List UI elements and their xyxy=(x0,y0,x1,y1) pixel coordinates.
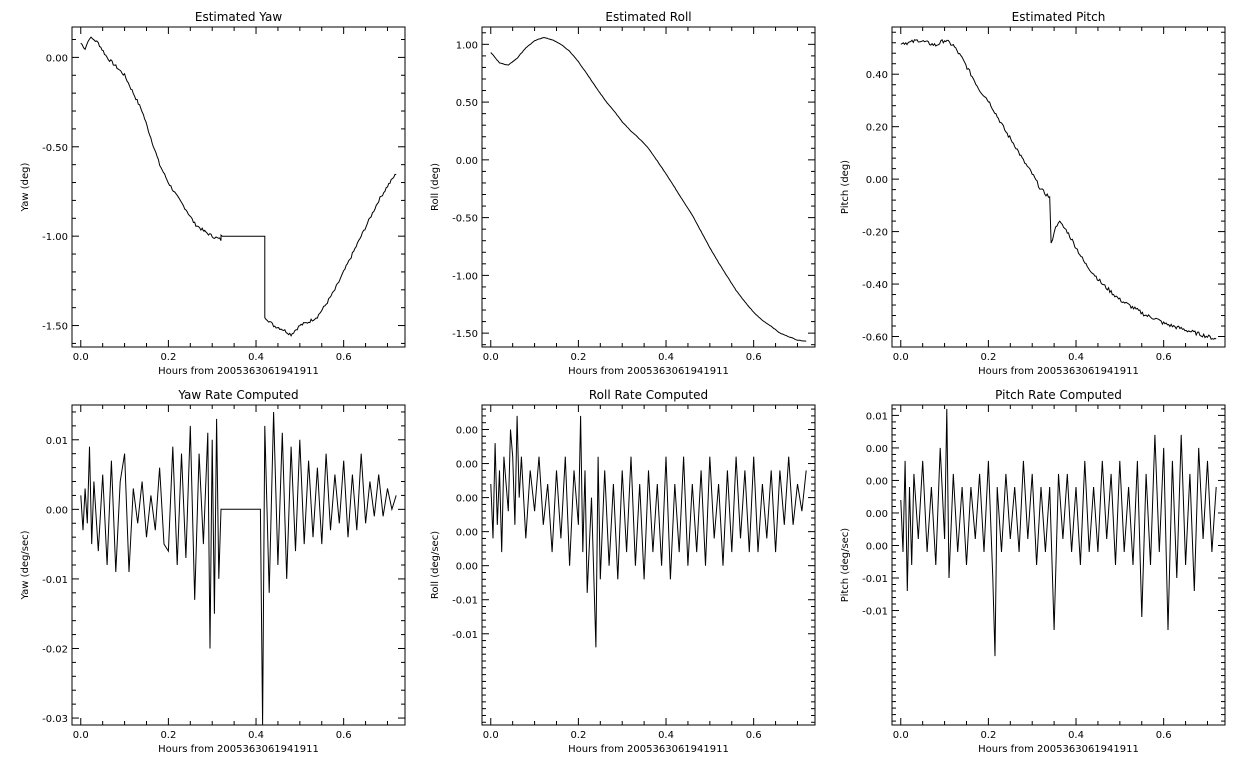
plot-frame xyxy=(891,404,1226,726)
y-tick-label: -1.00 xyxy=(452,271,478,282)
chart-title: Yaw Rate Computed xyxy=(177,388,298,402)
plot-frame xyxy=(71,26,406,348)
y-tick-label: 0.00 xyxy=(456,562,478,573)
x-tick-label: 0.4 xyxy=(248,730,264,741)
y-tick-label: -0.50 xyxy=(42,143,68,154)
y-axis-label: Pitch (deg/sec) xyxy=(840,528,851,603)
x-axis-label: Hours from 2005363061941911 xyxy=(978,366,1139,377)
y-tick-label: 0.00 xyxy=(866,476,888,487)
y-tick-label: 0.00 xyxy=(456,528,478,539)
chart-panel-2: Estimated Roll 0.0 0.2 0.4 0.6 1.00 0.50 0.00 -0… xyxy=(430,10,816,377)
chart-panel-6: Pitch Rate Computed 0.0 0.2 0.4 0.6 0.01 0.00 0… xyxy=(840,388,1226,755)
series-line xyxy=(900,39,1217,340)
series-line xyxy=(490,37,807,342)
x-tick-label: 0.2 xyxy=(570,352,586,363)
chart-title: Estimated Yaw xyxy=(195,10,282,24)
chart-panel-4: Yaw Rate Computed 0.0 0.2 0.4 0.6 0.01 0.00 -0.… xyxy=(20,388,406,755)
x-tick-label: 0.0 xyxy=(893,352,909,363)
x-axis-label: Hours from 2005363061941911 xyxy=(568,366,729,377)
x-axis-label: Hours from 2005363061941911 xyxy=(158,744,319,755)
x-tick-label: 0.2 xyxy=(160,730,176,741)
chart-panel-1: Estimated Yaw 0.0 0.2 0.4 0.6 0.00 -0.50 -1.00 -… xyxy=(20,10,406,377)
y-tick-label: -0.20 xyxy=(862,228,888,239)
series-line xyxy=(80,36,397,337)
y-tick-label: -0.02 xyxy=(42,644,68,655)
y-axis-label: Yaw (deg/sec) xyxy=(20,530,31,600)
y-tick-label: -0.40 xyxy=(862,280,888,291)
chart-panel-3: Estimated Pitch 0.0 0.2 0.4 0.6 0.40 0.20 0.00 -… xyxy=(840,10,1226,377)
y-tick-label: 0.00 xyxy=(456,494,478,505)
y-tick-label: 0.50 xyxy=(456,98,478,109)
x-axis-label: Hours from 2005363061941911 xyxy=(568,744,729,755)
chart-title: Estimated Pitch xyxy=(1012,10,1106,24)
x-tick-label: 0.4 xyxy=(248,352,264,363)
x-tick-label: 0.0 xyxy=(893,730,909,741)
y-tick-label: -1.00 xyxy=(42,232,68,243)
x-tick-label: 0.6 xyxy=(1156,352,1172,363)
plot-frame xyxy=(71,404,406,726)
y-axis-label: Yaw (deg) xyxy=(20,162,31,212)
x-tick-label: 0.4 xyxy=(658,730,674,741)
y-tick-label: -1.50 xyxy=(42,322,68,333)
plot-frame xyxy=(481,26,816,348)
y-tick-label: 1.00 xyxy=(456,40,478,51)
x-axis-label: Hours from 2005363061941911 xyxy=(978,744,1139,755)
x-tick-label: 0.2 xyxy=(980,352,996,363)
y-tick-label: 0.00 xyxy=(46,53,68,64)
x-tick-label: 0.0 xyxy=(73,352,89,363)
y-tick-label: -0.01 xyxy=(42,575,68,586)
series-line xyxy=(900,408,1217,657)
x-tick-label: 0.4 xyxy=(1068,730,1084,741)
y-tick-label: -0.03 xyxy=(42,714,68,725)
y-tick-label: -0.01 xyxy=(862,607,888,618)
x-tick-label: 0.6 xyxy=(746,730,762,741)
chart-title: Pitch Rate Computed xyxy=(995,388,1122,402)
y-tick-label: -0.50 xyxy=(452,214,478,225)
y-tick-label: -0.01 xyxy=(452,630,478,641)
x-tick-label: 0.6 xyxy=(1156,730,1172,741)
series-line xyxy=(490,415,807,648)
y-axis-label: Roll (deg) xyxy=(430,163,441,211)
y-tick-label: 0.00 xyxy=(456,460,478,471)
x-tick-label: 0.0 xyxy=(483,730,499,741)
x-tick-label: 0.6 xyxy=(336,352,352,363)
y-tick-label: 0.01 xyxy=(866,411,888,422)
y-axis-label: Roll (deg/sec) xyxy=(430,531,441,599)
chart-title: Roll Rate Computed xyxy=(589,388,708,402)
y-axis-label: Pitch (deg) xyxy=(840,160,851,214)
y-tick-label: -1.50 xyxy=(452,329,478,340)
x-tick-label: 0.0 xyxy=(483,352,499,363)
chart-title: Estimated Roll xyxy=(605,10,691,24)
x-tick-label: 0.0 xyxy=(73,730,89,741)
x-tick-label: 0.2 xyxy=(160,352,176,363)
x-tick-label: 0.6 xyxy=(746,352,762,363)
x-tick-label: 0.2 xyxy=(570,730,586,741)
y-tick-label: 0.00 xyxy=(456,156,478,167)
chart-panel-5: Roll Rate Computed 0.0 0.2 0.4 0.6 0.00 0.00 0.… xyxy=(430,388,816,755)
series-line xyxy=(80,411,397,726)
y-tick-label: -0.01 xyxy=(452,596,478,607)
y-tick-label: 0.00 xyxy=(456,426,478,437)
x-axis-label: Hours from 2005363061941911 xyxy=(158,366,319,377)
x-tick-label: 0.2 xyxy=(980,730,996,741)
y-tick-label: 0.01 xyxy=(46,436,68,447)
x-tick-label: 0.6 xyxy=(336,730,352,741)
y-tick-label: -0.01 xyxy=(862,574,888,585)
y-tick-label: 0.00 xyxy=(46,505,68,516)
y-tick-label: -0.60 xyxy=(862,333,888,344)
y-tick-label: 0.40 xyxy=(866,70,888,81)
y-tick-label: 0.00 xyxy=(866,444,888,455)
x-tick-label: 0.4 xyxy=(1068,352,1084,363)
plot-frame xyxy=(481,404,816,726)
y-tick-label: 0.00 xyxy=(866,509,888,520)
y-tick-label: 0.00 xyxy=(866,541,888,552)
x-tick-label: 0.4 xyxy=(658,352,674,363)
y-tick-label: 0.20 xyxy=(866,123,888,134)
y-tick-label: 0.00 xyxy=(866,175,888,186)
plot-frame xyxy=(891,26,1226,348)
